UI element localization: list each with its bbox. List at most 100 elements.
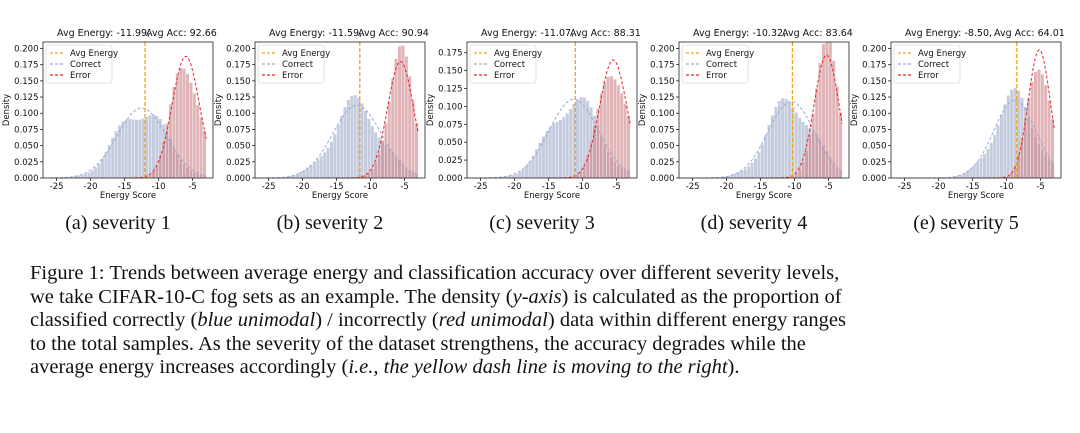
error-bar: [838, 112, 843, 179]
error-bar: [606, 76, 610, 179]
error-bar: [1043, 84, 1048, 179]
error-bar: [818, 62, 822, 179]
avg-energy-annotation: Avg Energy: -11.59,: [269, 28, 362, 39]
plot-frame: [678, 41, 850, 179]
correct-bar: [360, 103, 364, 179]
y-tick-label: 0.200: [226, 44, 250, 54]
correct-bar: [979, 157, 983, 179]
correct-bar: [982, 153, 987, 179]
correct-bar: [975, 161, 980, 179]
chart-panel-severity-2: Avg Energy: -11.59,Avg Acc: 90.94 -25 -20 -…: [214, 28, 429, 201]
error-bar: [380, 140, 385, 179]
x-tick-label: -15: [118, 182, 132, 192]
correct-bar: [541, 136, 546, 179]
error-bar: [195, 104, 200, 179]
x-tick-label: -15: [754, 182, 768, 192]
correct-bar: [524, 165, 529, 179]
correct-bar: [972, 164, 977, 179]
subcaption-severity-2: (b) severity 2: [276, 212, 384, 234]
correct-bar: [1006, 95, 1011, 179]
error-bar: [1047, 100, 1051, 179]
plot-frame: [42, 41, 214, 179]
legend-correct-label: Correct: [70, 60, 102, 70]
correct-bar: [100, 158, 105, 179]
correct-bar: [124, 119, 129, 179]
error-bar: [178, 67, 183, 179]
y-tick-label: 0.175: [226, 61, 250, 71]
error-bar: [804, 150, 809, 179]
x-axis-label: Energy Score: [736, 191, 792, 201]
error-bar: [575, 174, 580, 179]
error-bar: [596, 108, 600, 179]
correct-bar: [131, 119, 135, 179]
caption-line-4: to the total samples. As the severity of…: [30, 332, 806, 355]
correct-bar: [83, 173, 88, 179]
y-axis-label: Density: [638, 94, 648, 126]
x-tick-label: -20: [932, 182, 946, 192]
y-tick-label: 0.025: [226, 158, 250, 168]
y-tick-label: 0.050: [438, 138, 462, 148]
caption-text: classified correctly (: [30, 309, 198, 331]
caption-italic: red unimodal: [438, 309, 548, 331]
legend-error-label: Error: [918, 71, 939, 81]
error-bar: [414, 123, 419, 179]
correct-bar: [531, 155, 536, 179]
error-bar: [616, 84, 621, 179]
caption-line-1: Figure 1: Trends between average energy …: [30, 262, 840, 284]
correct-bar: [343, 106, 347, 179]
correct-bar: [565, 113, 570, 179]
y-tick-label: 0.075: [226, 125, 250, 135]
correct-bar: [1003, 103, 1007, 179]
error-bar: [592, 125, 597, 179]
chart-panel-severity-1: Avg Energy: -11.99,Avg Acc: 92.66 -25 -20 -…: [2, 28, 217, 201]
x-tick-label: -25: [898, 182, 912, 192]
y-tick-label: 0.050: [226, 142, 250, 152]
y-tick-label: 0.000: [438, 174, 462, 184]
x-tick-label: -15: [330, 182, 344, 192]
error-bar: [384, 122, 388, 179]
legend-correct-label: Correct: [494, 60, 526, 70]
y-tick-label: 0.075: [650, 125, 674, 135]
correct-bar: [114, 130, 118, 179]
plot-frame: [466, 41, 638, 179]
y-axis-label: Density: [850, 94, 860, 126]
subcaption-severity-1: (a) severity 1: [65, 212, 171, 234]
correct-bar: [733, 173, 737, 179]
y-tick-label: 0.125: [226, 93, 250, 103]
x-tick-label: -10: [1000, 182, 1014, 192]
caption-line-3: classified correctly (blue unimodal) / i…: [30, 309, 1070, 333]
correct-bar: [757, 151, 761, 179]
x-tick-label: -20: [84, 182, 98, 192]
avg-acc-annotation: Avg Acc: 90.94: [358, 28, 429, 39]
x-tick-label: -5: [188, 182, 196, 192]
y-tick-label: 0.025: [14, 158, 38, 168]
correct-bar: [134, 119, 139, 179]
error-bar: [182, 68, 186, 179]
correct-bar: [90, 169, 95, 179]
y-tick-label: 0.025: [650, 158, 674, 168]
error-bar: [411, 100, 415, 179]
error-bar: [373, 162, 378, 179]
error-bar: [387, 101, 392, 179]
error-bar: [390, 78, 395, 179]
legend-box: [469, 44, 537, 84]
correct-bar: [753, 157, 758, 179]
figure-caption: Figure 1: Trends between average energy …: [30, 262, 1070, 380]
caption-text: ) data within different energy ranges: [547, 309, 846, 331]
error-density-curve: [336, 60, 419, 179]
correct-bar: [568, 108, 573, 179]
correct-bar: [794, 112, 799, 179]
error-bar: [609, 75, 614, 179]
x-tick-label: -10: [364, 182, 378, 192]
error-bar: [602, 82, 607, 179]
x-tick-label: -5: [1036, 182, 1044, 192]
legend-error-label: Error: [282, 71, 303, 81]
x-tick-label: -20: [296, 182, 310, 192]
error-bar: [585, 154, 590, 179]
correct-bar: [319, 155, 324, 179]
correct-bar: [138, 119, 142, 179]
caption-line-5: average energy increases accordingly (i.…: [30, 356, 1070, 380]
correct-bar: [336, 124, 341, 179]
